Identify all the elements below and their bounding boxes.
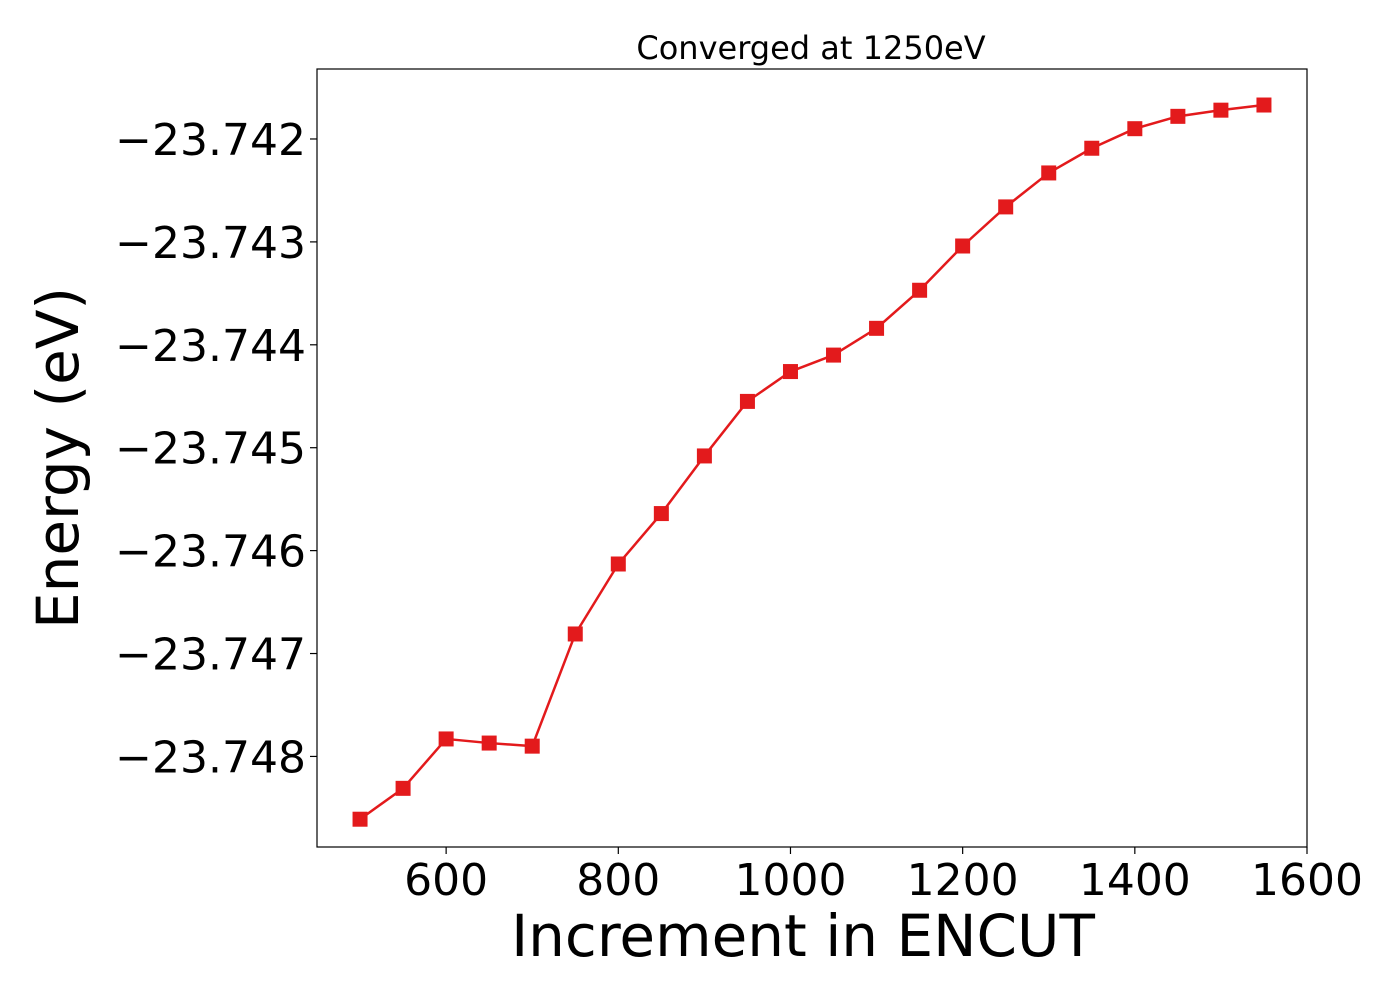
data-point-marker bbox=[1213, 102, 1229, 118]
data-point-marker bbox=[1256, 97, 1272, 113]
data-point-marker bbox=[481, 735, 497, 751]
data-point-marker bbox=[1084, 140, 1100, 156]
y-tick-label: −23.748 bbox=[115, 732, 306, 783]
data-point-marker bbox=[998, 199, 1014, 215]
y-tick-label: −23.743 bbox=[115, 218, 306, 269]
data-point-marker bbox=[869, 320, 885, 336]
y-tick-label: −23.742 bbox=[115, 115, 306, 166]
x-tick-label: 1400 bbox=[1079, 855, 1191, 906]
y-tick-label: −23.744 bbox=[115, 321, 306, 372]
series-line bbox=[359, 103, 1265, 821]
chart-title: Converged at 1250eV bbox=[636, 29, 985, 67]
y-tick-label: −23.746 bbox=[115, 527, 306, 578]
data-point-marker bbox=[1127, 121, 1143, 137]
data-point-marker bbox=[912, 282, 928, 298]
data-point-marker bbox=[352, 811, 368, 827]
data-point-marker bbox=[696, 448, 712, 464]
y-axis: −23.748 −23.747 −23.746 −23.745 −23.744 −23.7… bbox=[115, 115, 317, 783]
data-point-marker bbox=[567, 626, 583, 642]
data-point-marker bbox=[653, 506, 669, 522]
x-tick-label: 600 bbox=[404, 855, 488, 906]
x-axis: 600 800 1000 1200 1400 1600 bbox=[404, 847, 1363, 906]
x-tick-label: 1600 bbox=[1251, 855, 1363, 906]
data-point-marker bbox=[395, 780, 411, 796]
x-tick-label: 1200 bbox=[907, 855, 1019, 906]
data-point-marker bbox=[438, 731, 454, 747]
data-point-marker bbox=[524, 738, 540, 754]
data-point-marker bbox=[610, 556, 626, 572]
x-tick-label: 800 bbox=[576, 855, 660, 906]
data-point-marker bbox=[739, 393, 755, 409]
data-point-marker bbox=[955, 238, 971, 254]
x-tick-label: 1000 bbox=[734, 855, 846, 906]
x-axis-title: Increment in ENCUT bbox=[511, 902, 1095, 970]
data-point-marker bbox=[1041, 165, 1057, 181]
plot-area bbox=[352, 97, 1272, 827]
y-tick-label: −23.747 bbox=[115, 630, 306, 681]
y-tick-label: −23.745 bbox=[115, 424, 306, 475]
y-axis-title: Energy (eV) bbox=[24, 287, 92, 629]
data-point-marker bbox=[1170, 108, 1186, 124]
plot-frame bbox=[316, 68, 1308, 848]
data-point-marker bbox=[782, 364, 798, 380]
data-point-marker bbox=[826, 347, 842, 363]
